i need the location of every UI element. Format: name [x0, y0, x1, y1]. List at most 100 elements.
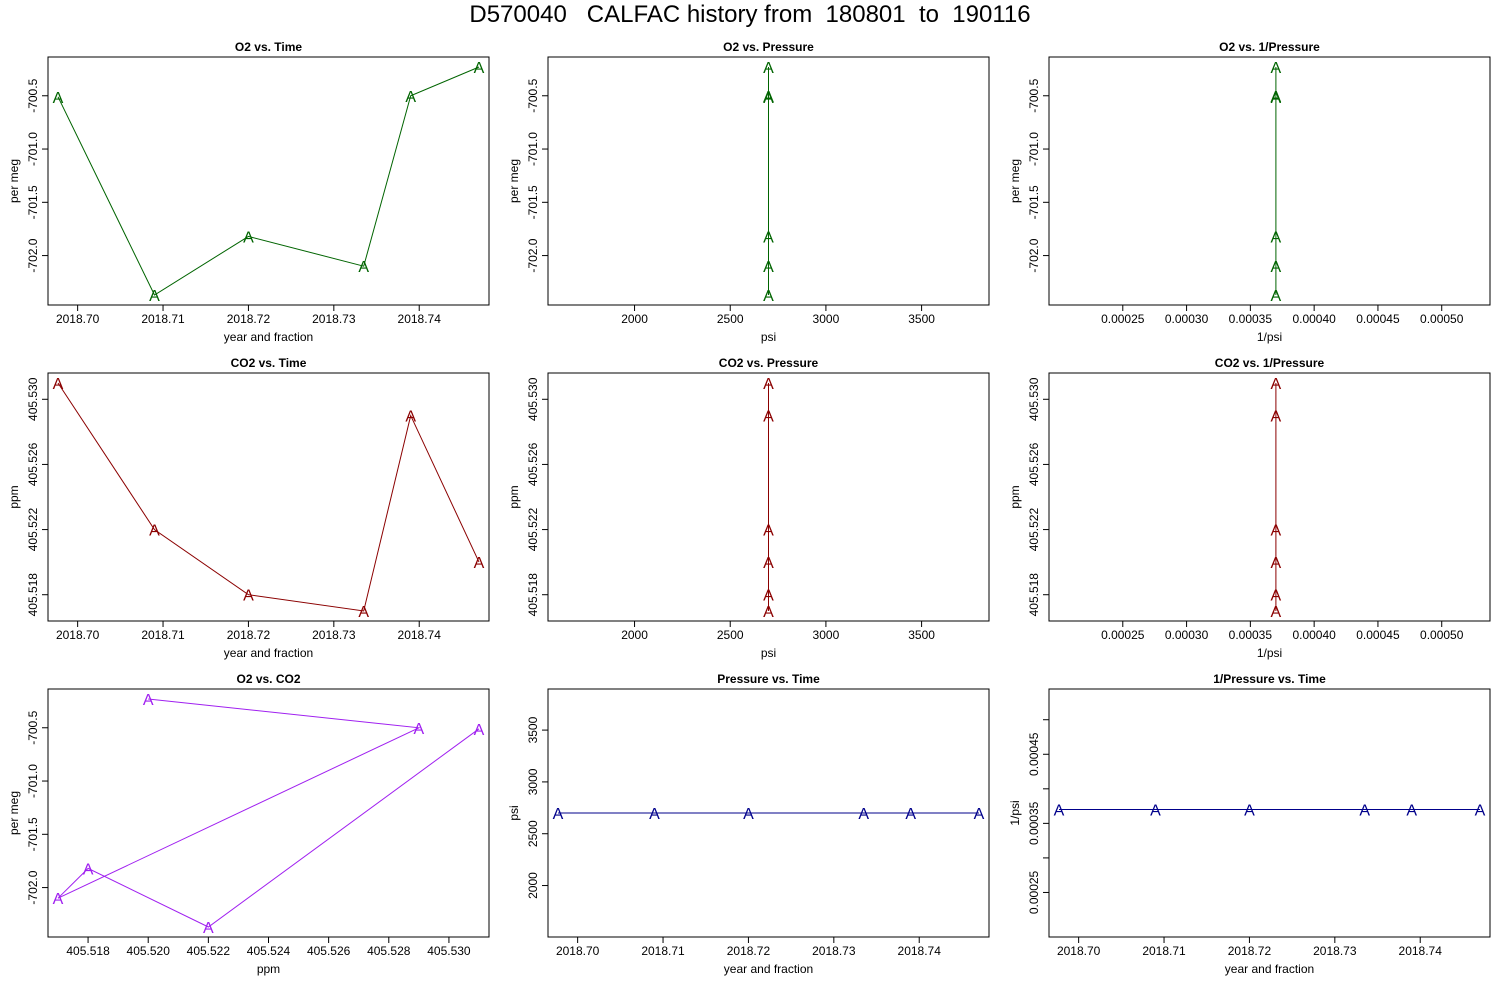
- data-point-marker: A: [1054, 803, 1065, 820]
- data-point-marker: A: [1150, 803, 1161, 820]
- x-axis-label: year and fraction: [724, 962, 813, 976]
- y-tick-label: -702.0: [526, 238, 540, 272]
- x-tick-label: 405.528: [367, 944, 411, 958]
- y-tick-label: -701.0: [26, 132, 40, 166]
- figure-title: D570040 CALFAC history from 180801 to 19…: [469, 1, 1031, 28]
- x-tick-label: 0.00040: [1292, 628, 1336, 642]
- x-tick-label: 2018.72: [1228, 944, 1272, 958]
- x-axis-label: year and fraction: [224, 330, 313, 344]
- plot-frame: [547, 688, 990, 938]
- x-axis-label: 1/psi: [1257, 330, 1282, 344]
- data-point-marker: A: [474, 555, 485, 572]
- data-point-marker: A: [1271, 259, 1282, 276]
- x-tick-label: 0.00045: [1356, 312, 1400, 326]
- data-point-marker: A: [1271, 604, 1282, 621]
- chart-panel: O2 vs. Time year and fraction per meg 2018.…: [7, 40, 490, 344]
- y-tick-label: 0.00025: [1027, 870, 1041, 914]
- series-line: [57, 698, 480, 928]
- data-point-marker: A: [763, 288, 774, 305]
- chart-title: O2 vs. Pressure: [723, 40, 814, 54]
- y-tick-label: -702.0: [26, 870, 40, 904]
- data-point-marker: A: [474, 722, 485, 739]
- y-tick-label: 3500: [526, 716, 540, 743]
- x-tick-label: 2018.70: [1057, 944, 1101, 958]
- data-point-marker: A: [1271, 90, 1282, 107]
- data-point-marker: A: [243, 229, 254, 246]
- y-tick-label: -700.5: [1027, 78, 1041, 112]
- x-tick-label: 2018.72: [227, 312, 271, 326]
- data-point-marker: A: [763, 259, 774, 276]
- y-tick-label: 405.526: [26, 442, 40, 486]
- y-axis-label: ppm: [1008, 485, 1022, 508]
- x-tick-label: 0.00035: [1229, 312, 1273, 326]
- y-axis-label: per meg: [7, 791, 21, 835]
- plot-frame: [47, 56, 490, 306]
- x-tick-label: 0.00035: [1229, 628, 1273, 642]
- x-tick-label: 2018.74: [398, 312, 442, 326]
- y-tick-label: -700.5: [526, 78, 540, 112]
- chart-panel: CO2 vs. 1/Pressure 1/psi ppm 0.00025 0.00030…: [1008, 356, 1491, 660]
- x-tick-label: 0.00030: [1165, 628, 1209, 642]
- y-tick-label: 405.518: [1027, 573, 1041, 617]
- y-tick-label: 405.522: [26, 508, 40, 552]
- data-point-marker: A: [1271, 409, 1282, 426]
- data-point-marker: A: [974, 806, 985, 823]
- data-point-marker: A: [763, 229, 774, 246]
- y-tick-label: -700.5: [26, 78, 40, 112]
- x-tick-label: 0.00050: [1420, 628, 1464, 642]
- x-tick-label: 405.526: [307, 944, 351, 958]
- data-point-marker: A: [1271, 588, 1282, 605]
- chart-title: O2 vs. CO2: [236, 672, 300, 686]
- x-tick-label: 2018.74: [898, 944, 942, 958]
- x-tick-label: 405.524: [247, 944, 291, 958]
- data-point-marker: A: [203, 920, 214, 937]
- plot-frame: [1048, 372, 1491, 622]
- x-tick-label: 3000: [813, 628, 840, 642]
- x-tick-label: 2018.71: [1142, 944, 1186, 958]
- x-tick-label: 0.00045: [1356, 628, 1400, 642]
- y-tick-label: -702.0: [26, 238, 40, 272]
- data-point-marker: A: [1271, 376, 1282, 393]
- data-point-marker: A: [1271, 89, 1282, 106]
- y-tick-label: 405.518: [526, 573, 540, 617]
- x-tick-label: 0.00030: [1165, 312, 1209, 326]
- y-tick-label: 0.00045: [1027, 732, 1041, 776]
- series-line: [57, 66, 480, 296]
- y-tick-label: 3000: [526, 768, 540, 795]
- x-tick-label: 3500: [908, 628, 935, 642]
- data-point-marker: A: [1271, 60, 1282, 77]
- data-point-marker: A: [1271, 523, 1282, 540]
- y-tick-label: 405.518: [26, 573, 40, 617]
- chart-panel: 1/Pressure vs. Time year and fraction 1/ps…: [1008, 672, 1491, 976]
- x-axis-label: year and fraction: [1225, 962, 1314, 976]
- y-tick-label: 405.530: [526, 377, 540, 421]
- data-point-marker: A: [553, 806, 564, 823]
- y-tick-label: -701.5: [26, 817, 40, 851]
- x-axis-label: psi: [761, 646, 776, 660]
- y-axis-label: ppm: [7, 485, 21, 508]
- data-point-marker: A: [53, 376, 64, 393]
- data-point-marker: A: [143, 692, 154, 709]
- y-axis-label: per meg: [7, 159, 21, 203]
- chart-title: CO2 vs. 1/Pressure: [1215, 356, 1325, 370]
- data-point-marker: A: [763, 90, 774, 107]
- y-tick-label: -701.5: [526, 185, 540, 219]
- y-axis-label: per meg: [1008, 159, 1022, 203]
- y-tick-label: -701.5: [1027, 185, 1041, 219]
- x-tick-label: 2018.74: [1399, 944, 1443, 958]
- x-tick-label: 2018.72: [727, 944, 771, 958]
- data-point-marker: A: [149, 523, 160, 540]
- x-tick-label: 405.518: [66, 944, 110, 958]
- chart-panel: Pressure vs. Time year and fraction psi 201…: [507, 672, 990, 976]
- data-point-marker: A: [763, 604, 774, 621]
- x-axis-label: ppm: [257, 962, 280, 976]
- y-axis-label: 1/psi: [1008, 800, 1022, 825]
- data-point-marker: A: [1359, 803, 1370, 820]
- y-tick-label: 405.530: [1027, 377, 1041, 421]
- x-tick-label: 2018.70: [56, 628, 100, 642]
- data-point-marker: A: [243, 588, 254, 605]
- x-tick-label: 3500: [908, 312, 935, 326]
- y-tick-label: 2000: [526, 872, 540, 899]
- y-axis-label: per meg: [507, 159, 521, 203]
